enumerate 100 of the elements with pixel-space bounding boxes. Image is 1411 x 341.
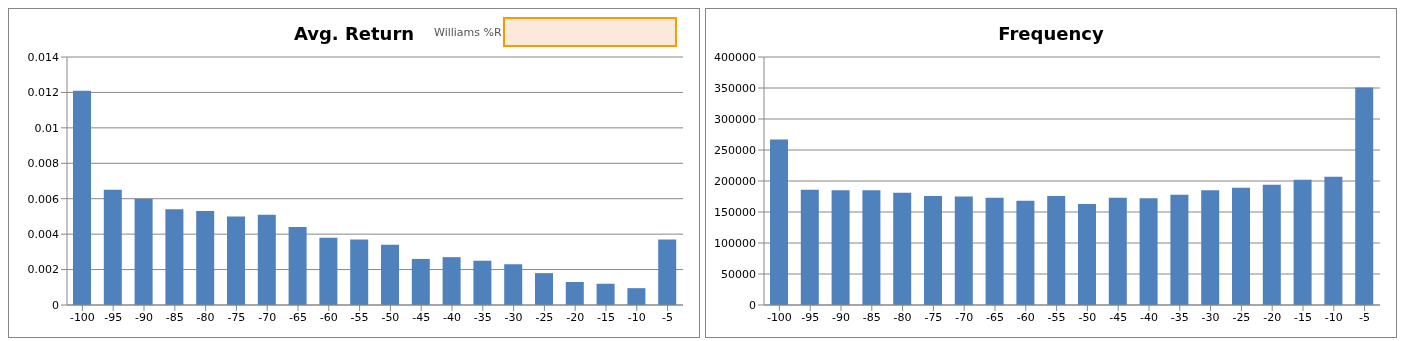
bar (800, 189, 819, 305)
chart-title: Frequency (997, 23, 1105, 44)
y-tick-label: 100000 (714, 236, 756, 250)
bar (770, 139, 788, 305)
x-tick-label: -100 (69, 310, 95, 324)
bar (504, 264, 523, 305)
bar (257, 214, 276, 305)
chart-title: Avg. Return (293, 23, 415, 44)
x-tick-label: -20 (566, 310, 585, 324)
bar (319, 237, 338, 305)
x-tick-label: -35 (473, 310, 492, 324)
x-tick-label: -85 (862, 310, 881, 324)
x-tick-label: -30 (504, 310, 523, 324)
x-tick-label: -30 (1201, 310, 1220, 324)
x-tick-label: -45 (412, 310, 431, 324)
x-tick-label: -5 (662, 310, 674, 324)
bar (473, 260, 492, 305)
bar (1293, 179, 1312, 305)
y-tick-label: 300000 (714, 112, 756, 126)
bar (1139, 198, 1158, 305)
bar (227, 216, 245, 305)
x-tick-label: -10 (627, 310, 646, 324)
y-tick-label: 0.006 (27, 192, 59, 206)
x-tick-label: -100 (766, 310, 792, 324)
bar (954, 196, 973, 305)
y-tick-label: 0.008 (27, 157, 59, 171)
bar (381, 244, 399, 305)
x-tick-label: -55 (350, 310, 369, 324)
bar (411, 258, 430, 305)
x-tick-label: -75 (227, 310, 246, 324)
bar (565, 281, 584, 305)
x-tick-label: -15 (1294, 310, 1312, 324)
bar (924, 195, 942, 305)
x-tick-label: -65 (986, 310, 1004, 324)
bar (1016, 200, 1035, 305)
y-tick-label: 0.004 (27, 228, 59, 242)
x-tick-label: -15 (597, 310, 615, 324)
x-tick-label: -25 (1232, 310, 1251, 324)
x-tick-label: -95 (104, 310, 123, 324)
x-tick-label: -40 (443, 310, 461, 324)
bar (1170, 194, 1189, 305)
bar (831, 190, 850, 305)
x-tick-label: -5 (1359, 310, 1371, 324)
x-tick-label: -90 (135, 310, 153, 324)
bar (442, 257, 461, 305)
bar (288, 227, 307, 305)
bar (627, 288, 646, 305)
y-tick-label: 50000 (721, 267, 756, 281)
bar (862, 190, 881, 305)
bar (1262, 184, 1281, 305)
bar (1355, 87, 1374, 305)
y-tick-label: 0.01 (34, 121, 59, 135)
bar (596, 283, 615, 305)
bar (134, 198, 153, 305)
bar (985, 197, 1004, 305)
bar (1324, 176, 1343, 305)
y-tick-label: 0.002 (27, 263, 59, 277)
bar (73, 90, 91, 305)
y-tick-label: 0 (749, 298, 756, 312)
x-tick-label: -70 (955, 310, 974, 324)
y-tick-label: 150000 (714, 205, 756, 219)
x-tick-label: -75 (924, 310, 943, 324)
bar (1108, 197, 1127, 305)
bar (1047, 195, 1066, 305)
bar (893, 192, 912, 305)
x-tick-label: -65 (289, 310, 307, 324)
y-tick-label: 200000 (714, 174, 756, 188)
bar (196, 211, 215, 305)
x-tick-label: -10 (1324, 310, 1343, 324)
x-tick-label: -50 (381, 310, 400, 324)
bar (1201, 190, 1220, 305)
x-tick-label: -55 (1047, 310, 1066, 324)
y-tick-label: 350000 (714, 81, 756, 95)
bar (103, 189, 122, 305)
bar (165, 209, 184, 305)
text: Williams %R (434, 25, 502, 39)
x-tick-label: -80 (893, 310, 912, 324)
bar (1232, 187, 1250, 305)
x-tick-label: -50 (1078, 310, 1097, 324)
x-tick-label: -80 (196, 310, 215, 324)
x-tick-label: -95 (801, 310, 820, 324)
x-tick-label: -20 (1263, 310, 1282, 324)
x-tick-label: -45 (1109, 310, 1128, 324)
x-tick-label: -60 (1016, 310, 1035, 324)
y-tick-label: 250000 (714, 143, 756, 157)
x-tick-label: -60 (319, 310, 338, 324)
x-tick-label: -70 (258, 310, 277, 324)
x-tick-label: -35 (1170, 310, 1189, 324)
y-tick-label: 400000 (714, 50, 756, 64)
y-tick-label: 0.014 (27, 50, 59, 64)
x-tick-label: -90 (832, 310, 850, 324)
bar (350, 239, 369, 305)
y-tick-label: 0.012 (27, 86, 59, 100)
bar (1078, 203, 1096, 305)
bar (535, 273, 553, 305)
x-tick-label: -25 (535, 310, 554, 324)
y-tick-label: 0 (52, 298, 59, 312)
x-tick-label: -40 (1140, 310, 1158, 324)
bar (658, 239, 677, 305)
x-tick-label: -85 (165, 310, 184, 324)
